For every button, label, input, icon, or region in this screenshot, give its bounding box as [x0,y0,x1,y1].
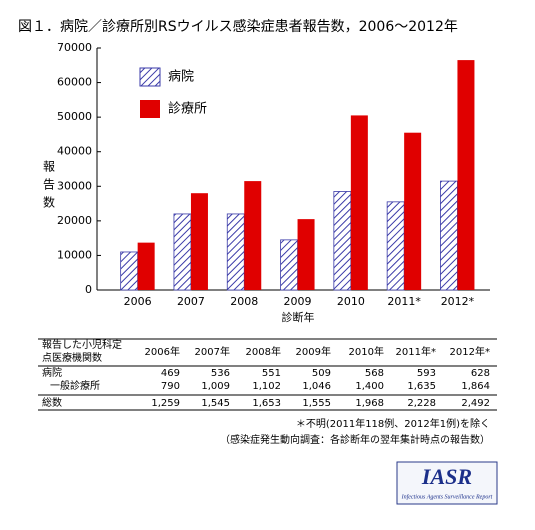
x-tick-label: 2008 [230,295,258,308]
table-cell: 1,102 [252,381,281,392]
legend-label: 診療所 [168,101,207,117]
table-column: 2006年 [145,345,180,358]
y-tick-label: 40000 [57,145,92,158]
table-cell: 1,555 [302,398,331,409]
table-header: 報告した小児科定 [42,338,122,351]
logo-title: IASR [421,464,472,489]
bar [226,213,245,291]
bar [297,219,315,290]
table-header: 点医療機関数 [42,351,102,364]
y-tick-label: 60000 [57,76,92,89]
table-column: 2008年 [246,345,281,358]
table-row-label: 総数 [42,396,62,409]
y-tick-label: 50000 [57,110,92,123]
table-cell: 1,259 [151,398,180,409]
table-cell: 2,492 [461,398,490,409]
table-cell: 2,228 [407,398,436,409]
bar [333,191,352,291]
bar [457,60,475,290]
x-tick-label: 2012* [441,295,475,308]
x-tick-label: 2010 [337,295,365,308]
table-cell: 1,400 [355,381,384,392]
y-tick-label: 20000 [57,214,92,227]
bar [386,201,405,291]
y-tick-label: 70000 [57,41,92,54]
table-cell: 1,635 [407,381,436,392]
y-tick-label: 10000 [57,248,92,261]
chart-title: 図１．病院／診療所別RSウイルス感染症患者報告数，2006～2012年 [18,18,458,35]
bar [440,180,458,291]
table-cell: 1,046 [302,381,331,392]
table-cell: 469 [161,368,180,379]
table-cell: 1,968 [355,398,384,409]
bar [120,251,139,291]
logo-box [396,461,498,505]
x-tick-label: 2006 [124,295,152,308]
x-tick-label: 2009 [284,295,312,308]
table-cell: 790 [161,381,180,392]
table-cell: 1,653 [252,398,281,409]
table-row-label: 病院 [42,366,62,379]
bar [244,181,262,290]
bar [137,242,155,290]
table-row-label: 一般診療所 [50,379,100,392]
bar [190,193,208,290]
legend-swatch [140,100,160,118]
table-cell: 536 [211,368,230,379]
x-tick-label: 2011* [387,295,421,308]
bar [280,239,298,291]
y-tick-label: 0 [85,283,92,296]
table-column: 2012年* [450,345,490,358]
table-column: 2010年 [349,345,384,358]
y-axis-label: 報告数 [42,160,56,214]
legend-swatch [139,67,161,87]
bar [404,132,422,290]
bar [173,213,192,291]
x-tick-label: 2007 [177,295,205,308]
note: ＊不明(2011年118例、2012年1例)を除く [296,417,490,430]
table-cell: 1,864 [461,381,490,392]
table-cell: 551 [262,368,281,379]
table-column: 2009年 [296,345,331,358]
table-cell: 1,545 [201,398,230,409]
table-cell: 568 [365,368,384,379]
y-tick-label: 30000 [57,179,92,192]
table-cell: 593 [417,368,436,379]
table-column: 2007年 [195,345,230,358]
note: （感染症発生動向調査：各診断年の翌年集計時点の報告数） [220,433,490,446]
x-axis-label: 診断年 [282,310,315,324]
table-cell: 1,009 [201,381,230,392]
table-cell: 509 [312,368,331,379]
table-cell: 628 [471,368,490,379]
bar [350,115,368,291]
logo-subtitle: Infectious Agents Surveillance Report [401,493,493,500]
legend-label: 病院 [168,70,194,85]
table-column: 2011年* [396,345,436,358]
